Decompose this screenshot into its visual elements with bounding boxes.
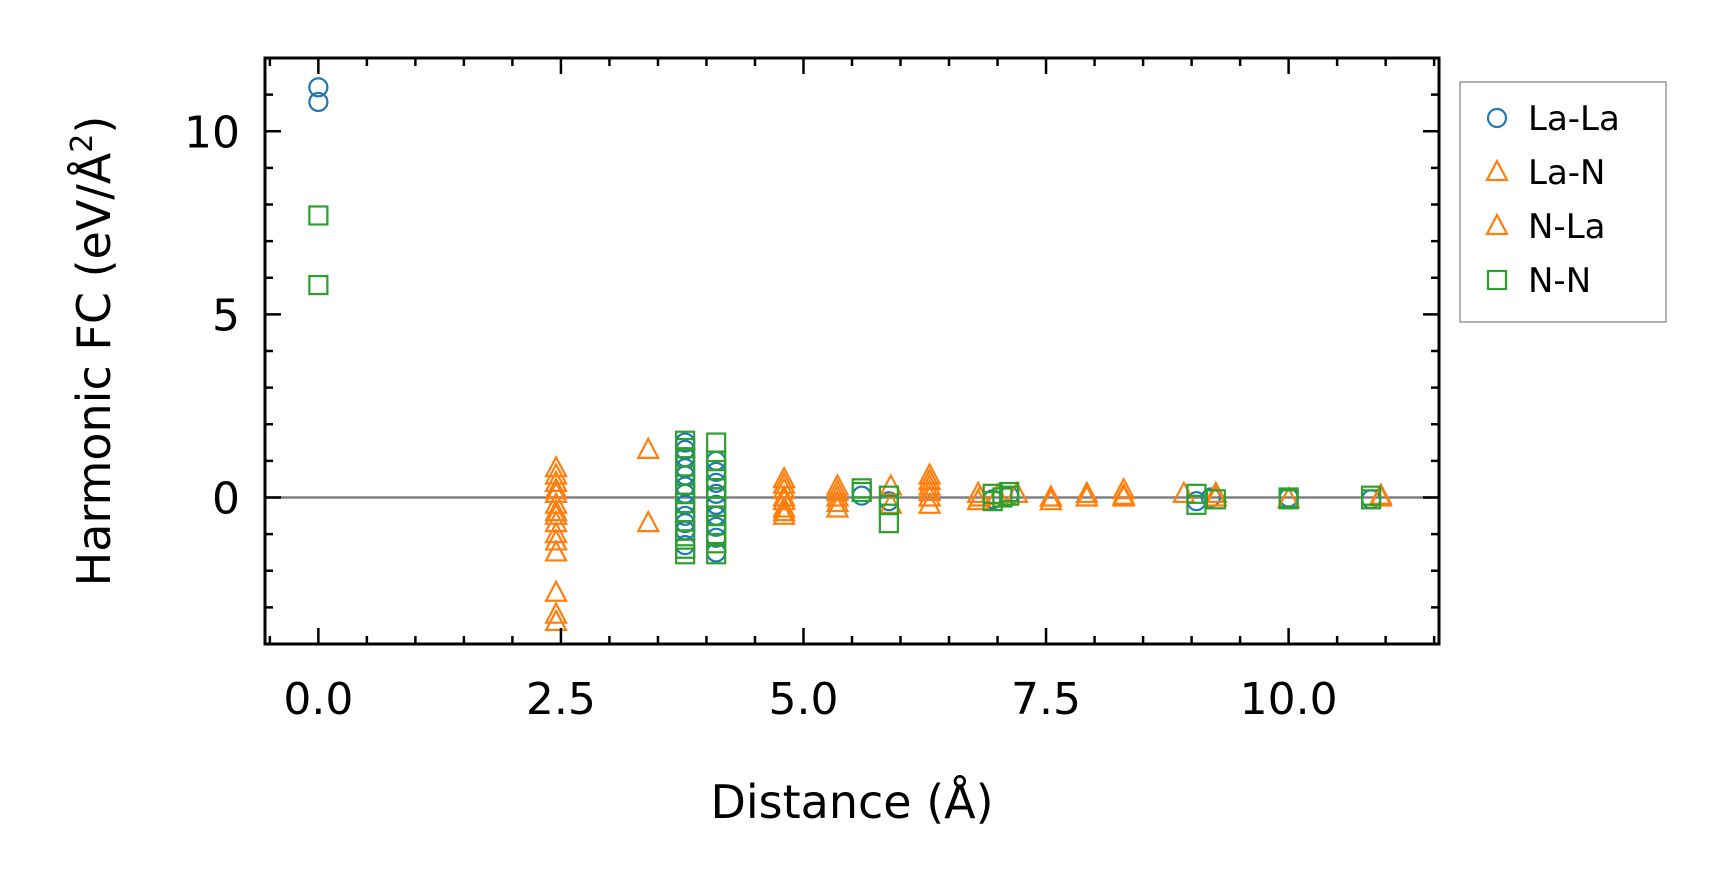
y-axis-title-main: Harmonic FC (eV/Å xyxy=(67,152,121,586)
data-point xyxy=(308,91,329,113)
tick-labels: 0.0 2.5 5.0 7.5 10.0 0 5 10 xyxy=(184,107,1338,725)
axis-ticks xyxy=(265,56,1439,646)
data-point xyxy=(544,528,568,551)
data-point xyxy=(1204,484,1228,507)
x-tick-label: 5.0 xyxy=(768,674,838,725)
legend-label: N-N xyxy=(1528,261,1591,301)
data-point xyxy=(706,544,727,565)
data-point xyxy=(999,485,1020,506)
x-tick-label: 0.0 xyxy=(283,674,353,725)
data-point xyxy=(308,77,329,98)
data-point xyxy=(544,462,568,485)
plot-frame xyxy=(263,56,1441,646)
data-point xyxy=(1074,480,1099,503)
legend-label: La-N xyxy=(1528,153,1605,193)
data-point xyxy=(772,495,796,518)
y-axis-title-superscript: 2 xyxy=(65,134,100,153)
data-point xyxy=(1186,483,1207,504)
legend-marker xyxy=(1485,158,1509,182)
x-tick-label: 10.0 xyxy=(1240,674,1338,725)
data-point xyxy=(544,601,568,624)
data-point xyxy=(544,579,568,602)
data-point xyxy=(1205,489,1226,510)
series-n-la xyxy=(544,462,1393,632)
data-point xyxy=(772,471,796,494)
data-point xyxy=(917,467,942,491)
data-point xyxy=(825,473,850,496)
y-axis-title-close: ) xyxy=(67,116,121,134)
legend-entries: La-La La-N N-La N-N xyxy=(1485,99,1620,301)
series-la-n xyxy=(544,436,1393,624)
data-point xyxy=(917,478,942,502)
data-point xyxy=(772,502,796,525)
data-point xyxy=(544,476,568,500)
data-point xyxy=(825,484,850,507)
y-axis-title: Harmonic FC (eV/Å2) xyxy=(65,116,121,587)
data-point xyxy=(772,487,796,511)
legend-marker xyxy=(1486,107,1508,129)
x-tick-label: 2.5 xyxy=(526,674,596,725)
legend-marker xyxy=(1485,212,1509,236)
y-tick-label: 5 xyxy=(212,290,240,341)
data-point xyxy=(675,544,696,565)
data-point xyxy=(308,274,329,296)
data-point xyxy=(1039,484,1063,507)
data-point xyxy=(772,498,796,522)
data-point xyxy=(308,205,329,226)
data-point xyxy=(1111,482,1136,505)
data-point xyxy=(772,484,796,507)
data-point xyxy=(825,489,850,513)
y-tick-label: 0 xyxy=(212,474,240,525)
data-point xyxy=(636,509,661,533)
data-point xyxy=(1186,494,1207,515)
data-point xyxy=(917,491,942,514)
data-point xyxy=(544,454,568,478)
data-point xyxy=(706,432,727,453)
data-point xyxy=(1039,487,1063,511)
data-point xyxy=(544,498,568,522)
data-point xyxy=(706,533,727,554)
legend-label: N-La xyxy=(1528,207,1605,247)
data-point xyxy=(917,462,942,485)
x-axis-title: Distance (Å) xyxy=(710,775,993,829)
data-point xyxy=(1204,480,1228,503)
y-tick-label: 10 xyxy=(184,107,240,158)
data-marks xyxy=(308,77,1393,632)
data-point xyxy=(1111,476,1136,500)
data-point xyxy=(544,502,568,525)
data-point xyxy=(1278,489,1299,510)
series-n-n xyxy=(308,205,1382,565)
data-point xyxy=(544,469,568,492)
data-point xyxy=(917,484,942,507)
data-point xyxy=(636,436,661,459)
data-point xyxy=(825,478,850,502)
data-point xyxy=(544,608,568,632)
legend-box xyxy=(1459,81,1667,323)
data-point xyxy=(825,495,850,518)
data-point xyxy=(544,539,568,562)
x-tick-label: 7.5 xyxy=(1011,674,1081,725)
data-point xyxy=(1360,489,1382,510)
data-point xyxy=(1172,480,1196,503)
data-point xyxy=(851,481,872,503)
data-point xyxy=(878,513,899,534)
legend-marker xyxy=(1486,269,1508,291)
legend: La-La La-N N-La N-N xyxy=(1459,81,1667,323)
data-point xyxy=(968,484,992,507)
data-point xyxy=(992,487,1013,508)
data-point xyxy=(1074,484,1099,507)
legend-label: La-La xyxy=(1528,99,1620,139)
